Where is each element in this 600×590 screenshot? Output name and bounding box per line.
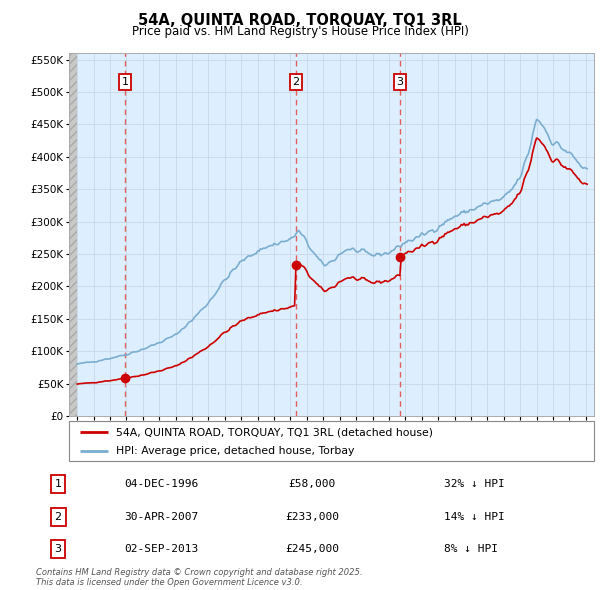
Text: 3: 3 [55, 544, 62, 554]
Text: £233,000: £233,000 [285, 512, 339, 522]
Text: 1: 1 [55, 478, 62, 489]
Text: 2: 2 [55, 512, 62, 522]
Text: £245,000: £245,000 [285, 544, 339, 554]
Text: 04-DEC-1996: 04-DEC-1996 [124, 478, 199, 489]
Text: £58,000: £58,000 [289, 478, 335, 489]
Text: Contains HM Land Registry data © Crown copyright and database right 2025.
This d: Contains HM Land Registry data © Crown c… [36, 568, 362, 587]
FancyBboxPatch shape [69, 421, 594, 461]
Text: 02-SEP-2013: 02-SEP-2013 [124, 544, 199, 554]
Text: 30-APR-2007: 30-APR-2007 [124, 512, 199, 522]
Text: 32% ↓ HPI: 32% ↓ HPI [445, 478, 505, 489]
Text: 8% ↓ HPI: 8% ↓ HPI [445, 544, 499, 554]
Text: Price paid vs. HM Land Registry's House Price Index (HPI): Price paid vs. HM Land Registry's House … [131, 25, 469, 38]
Text: 54A, QUINTA ROAD, TORQUAY, TQ1 3RL (detached house): 54A, QUINTA ROAD, TORQUAY, TQ1 3RL (deta… [116, 427, 433, 437]
Text: HPI: Average price, detached house, Torbay: HPI: Average price, detached house, Torb… [116, 447, 355, 456]
Text: 2: 2 [292, 77, 299, 87]
Text: 54A, QUINTA ROAD, TORQUAY, TQ1 3RL: 54A, QUINTA ROAD, TORQUAY, TQ1 3RL [138, 13, 462, 28]
Text: 1: 1 [122, 77, 128, 87]
Text: 14% ↓ HPI: 14% ↓ HPI [445, 512, 505, 522]
Text: 3: 3 [397, 77, 403, 87]
